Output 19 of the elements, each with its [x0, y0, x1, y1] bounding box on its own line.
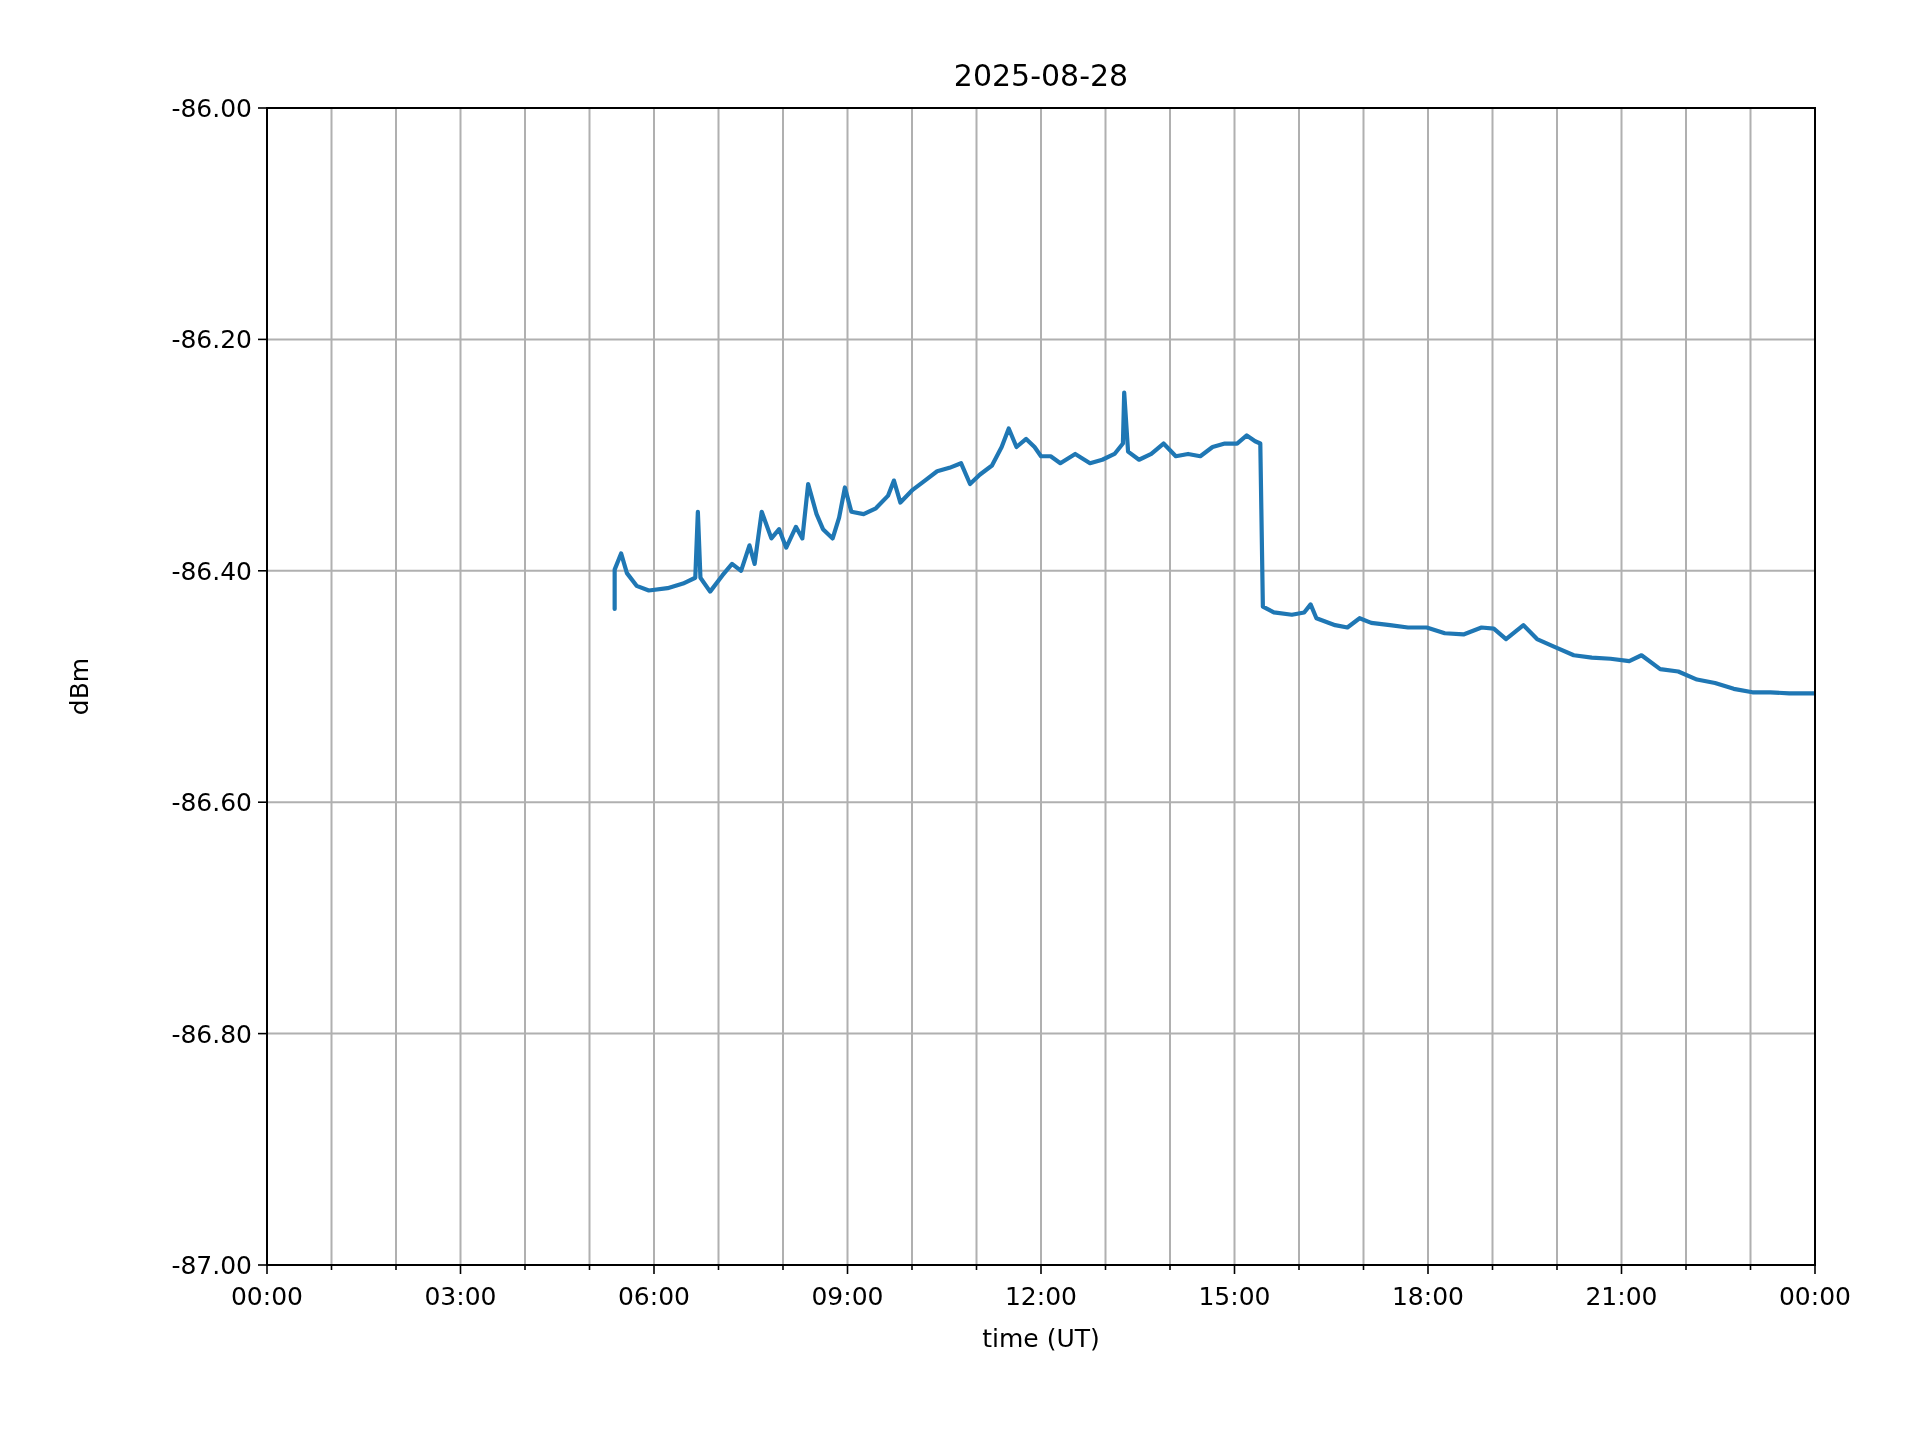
y-axis-title: dBm: [65, 657, 94, 716]
y-tick-label: -86.60: [171, 788, 252, 818]
x-axis-title: time (UT): [982, 1324, 1100, 1353]
chart-title: 2025-08-28: [953, 58, 1129, 93]
x-tick-label: 06:00: [617, 1282, 691, 1311]
x-tick-label: 03:00: [424, 1282, 497, 1311]
x-tick-label: 12:00: [1004, 1282, 1078, 1311]
y-tick-label: -86.00: [171, 94, 252, 123]
y-tick-label: -86.40: [171, 556, 252, 586]
y-tick-label: -86.80: [171, 1019, 252, 1049]
x-tick-label: 21:00: [1585, 1282, 1658, 1311]
x-tick-label: 15:00: [1198, 1282, 1271, 1311]
line-series: [612, 390, 1815, 696]
x-tick-label: 00:00: [230, 1282, 304, 1311]
y-tick-label: -87.00: [171, 1251, 252, 1280]
y-tick-label: -86.20: [171, 325, 252, 355]
x-tick-label: 18:00: [1391, 1282, 1465, 1311]
x-tick-label: 09:00: [811, 1282, 884, 1311]
x-tick-label: 00:00: [1778, 1282, 1852, 1311]
